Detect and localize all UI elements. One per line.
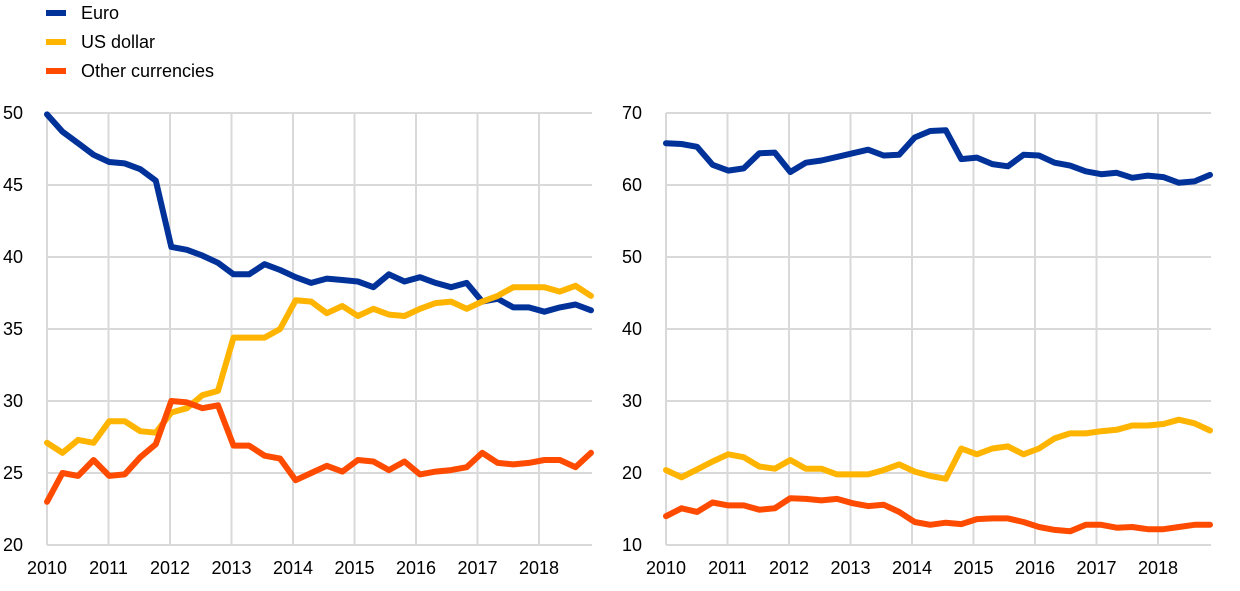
right-y-tick-label: 70	[622, 103, 642, 123]
legend-label-euro: Euro	[81, 2, 120, 23]
legend-swatch-other-currencies	[46, 68, 66, 74]
right-x-tick-label: 2015	[953, 558, 993, 578]
right-series-line-euro	[663, 127, 1213, 186]
right-y-tick-label: 60	[622, 175, 642, 195]
left-x-tick-label: 2012	[150, 558, 190, 578]
legend-swatch-us-dollar	[46, 39, 66, 45]
chart-legend: Euro US dollar Other currencies	[0, 0, 300, 90]
right-x-tick-label: 2012	[769, 558, 809, 578]
left-x-tick-label: 2015	[334, 558, 374, 578]
left-x-tick-label: 2017	[457, 558, 497, 578]
right-x-tick-label: 2013	[830, 558, 870, 578]
left-x-tick-label: 2013	[211, 558, 251, 578]
left-y-tick-label: 50	[3, 103, 23, 123]
left-chart: 20 25 30 35 40 45 50 2010 2011 2012 2013 2014 2015 20…	[3, 103, 594, 578]
left-series-line-euro	[44, 111, 594, 315]
right-y-tick-label: 50	[622, 247, 642, 267]
right-chart: 10 20 30 40 50 60 70 2010 2011 2012 2013 2014 2015 20…	[622, 103, 1213, 578]
left-x-tick-label: 2016	[396, 558, 436, 578]
left-y-tick-label: 45	[3, 175, 23, 195]
left-y-tick-label: 25	[3, 463, 23, 483]
left-x-tick-label: 2018	[519, 558, 559, 578]
right-y-tick-label: 20	[622, 463, 642, 483]
left-x-tick-label: 2010	[27, 558, 67, 578]
right-x-tick-label: 2017	[1076, 558, 1116, 578]
right-x-tick-label: 2010	[646, 558, 686, 578]
legend-item-us-dollar: US dollar	[46, 32, 155, 52]
right-y-tick-label: 30	[622, 391, 642, 411]
right-y-tick-label: 40	[622, 319, 642, 339]
left-y-tick-label: 20	[3, 535, 23, 555]
left-y-tick-label: 35	[3, 319, 23, 339]
legend-label-other-currencies: Other currencies	[81, 60, 215, 81]
legend-swatch-euro	[46, 10, 66, 16]
right-y-tick-label: 10	[622, 535, 642, 555]
right-x-tick-label: 2011	[708, 558, 747, 578]
left-series-line-other-currencies	[44, 398, 594, 505]
right-x-tick-label: 2018	[1138, 558, 1178, 578]
right-series-line-other-currencies	[663, 495, 1213, 535]
left-y-tick-label: 40	[3, 247, 23, 267]
left-series-line-us-dollar	[44, 282, 594, 456]
legend-item-other-currencies: Other currencies	[46, 61, 214, 81]
right-x-tick-label: 2014	[892, 558, 932, 578]
right-x-tick-label: 2016	[1015, 558, 1055, 578]
legend-label-us-dollar: US dollar	[81, 31, 156, 52]
right-series-line-us-dollar	[663, 416, 1213, 482]
left-x-tick-label: 2014	[273, 558, 313, 578]
legend-item-euro: Euro	[46, 3, 119, 23]
left-x-tick-label: 2011	[89, 558, 128, 578]
left-y-tick-label: 30	[3, 391, 23, 411]
